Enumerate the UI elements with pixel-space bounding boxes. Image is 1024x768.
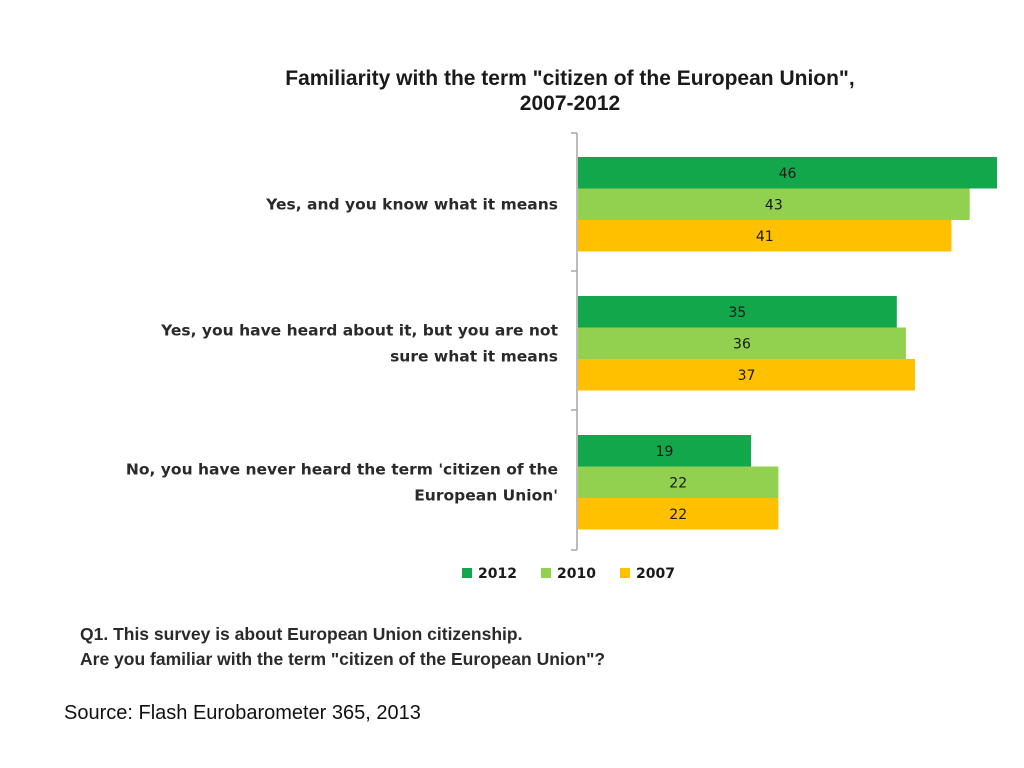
- legend-label-2010: 2010: [557, 566, 596, 582]
- category-label: sure what it means: [390, 347, 558, 365]
- survey-question-line-1: Q1. This survey is about European Union …: [80, 624, 523, 644]
- bar-value-label: 22: [669, 507, 687, 523]
- category-label: European Union': [414, 486, 558, 504]
- bar-value-label: 37: [738, 368, 756, 384]
- category-label: Yes, and you know what it means: [265, 195, 558, 213]
- bar-value-label: 46: [779, 166, 797, 182]
- bar-2007: [578, 359, 916, 391]
- bar-value-label: 36: [733, 336, 751, 352]
- bar-2012: [578, 296, 897, 328]
- bar-value-label: 41: [756, 229, 774, 245]
- bar-2007: [578, 498, 779, 530]
- bar-2007: [578, 220, 952, 252]
- legend-swatch-2007: [620, 568, 630, 578]
- bar-value-label: 43: [765, 197, 783, 213]
- legend-label-2012: 2012: [478, 566, 517, 582]
- bar-2010: [578, 466, 779, 498]
- chart-title-line-2: 2007-2012: [519, 92, 621, 115]
- bar-2012: [578, 435, 752, 467]
- bar-2010: [578, 188, 970, 220]
- category-label: No, you have never heard the term 'citiz…: [126, 460, 558, 478]
- chart-title: Familiarity with the term "citizen of th…: [150, 66, 990, 116]
- category-label: Yes, you have heard about it, but you ar…: [160, 321, 559, 339]
- source-note: Source: Flash Eurobarometer 365, 2013: [64, 702, 421, 724]
- bar-2010: [578, 327, 906, 359]
- legend-swatch-2012: [462, 568, 472, 578]
- bar-value-label: 19: [656, 444, 674, 460]
- bar-value-label: 35: [728, 305, 746, 321]
- legend-label-2007: 2007: [636, 566, 675, 582]
- bar-value-label: 22: [669, 475, 687, 491]
- legend-swatch-2010: [541, 568, 551, 578]
- survey-question-line-2: Are you familiar with the term "citizen …: [80, 649, 606, 669]
- survey-question: Q1. This survey is about European Union …: [80, 622, 605, 672]
- bar-2012: [578, 157, 997, 189]
- chart-title-line-1: Familiarity with the term "citizen of th…: [285, 67, 855, 90]
- bar-chart: Yes, and you know what it means 46 43 41 Yes…: [126, 132, 997, 582]
